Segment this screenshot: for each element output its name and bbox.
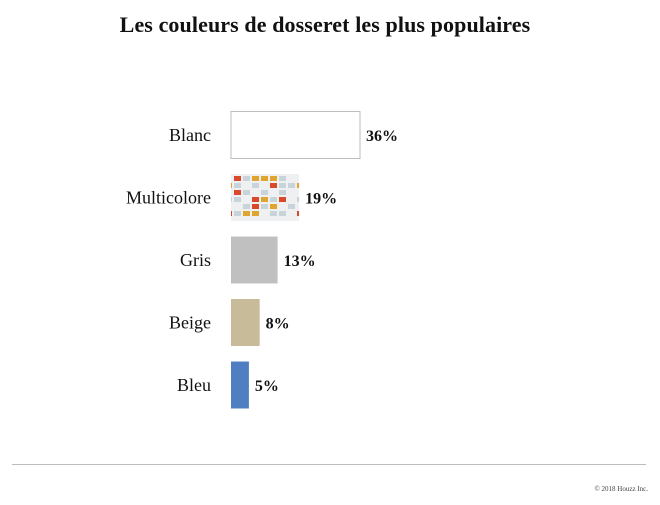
value-label-multicolore: 19% xyxy=(305,191,337,208)
value-label-bleu: 5% xyxy=(255,378,279,395)
category-label-beige: Beige xyxy=(169,313,211,333)
category-label-gris: Gris xyxy=(180,250,211,270)
category-label-multicolore: Multicolore xyxy=(126,188,211,208)
bar-gris xyxy=(231,236,278,284)
value-label-blanc: 36% xyxy=(366,128,398,145)
bar-multicolore xyxy=(231,174,300,221)
bar-bleu xyxy=(231,361,249,409)
copyright-credit: © 2018 Houzz Inc. xyxy=(594,485,648,493)
bars-layer: Blanc 36% Multicolore 19% Gris 13% Beige 8% Bleu… xyxy=(126,111,398,409)
value-label-gris: 13% xyxy=(284,253,316,270)
chart-title: Les couleurs de dosseret les plus popula… xyxy=(119,12,531,37)
footer-divider xyxy=(12,464,646,465)
category-label-bleu: Bleu xyxy=(177,375,211,395)
bar-blanc xyxy=(230,111,361,159)
value-label-beige: 8% xyxy=(266,316,290,333)
category-label-blanc: Blanc xyxy=(169,125,211,145)
bar-beige xyxy=(231,299,260,346)
